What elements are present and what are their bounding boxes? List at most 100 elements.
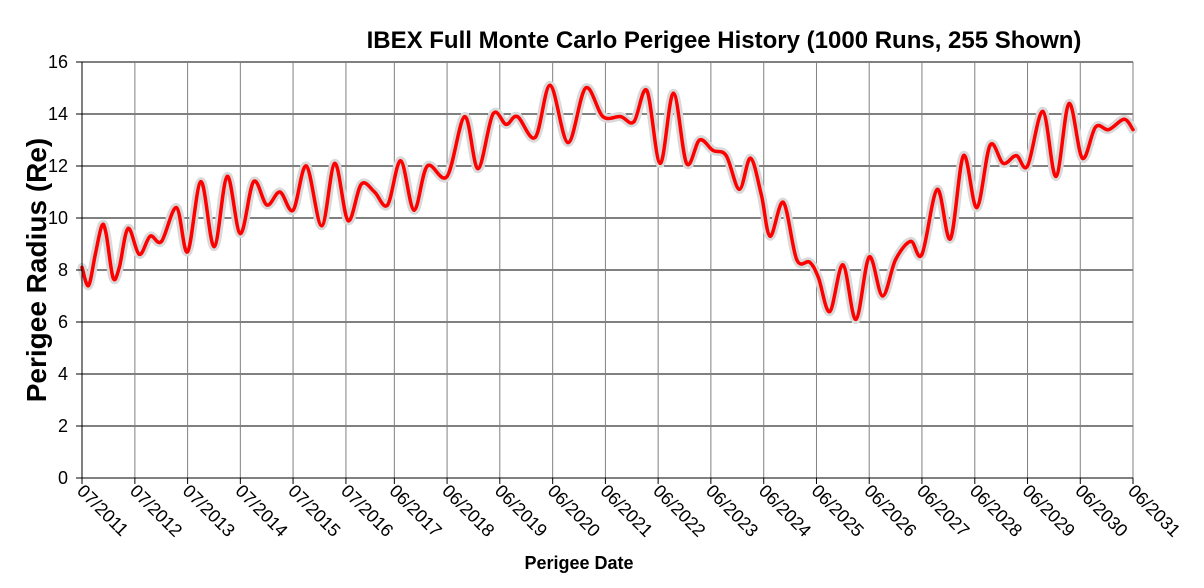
x-tick-label: 06/2020: [544, 481, 604, 541]
perigee-data-point: [1107, 128, 1111, 132]
y-tick-label: 8: [58, 260, 68, 280]
y-tick-label: 4: [58, 364, 68, 384]
perigee-data-point: [372, 190, 377, 194]
perigee-data-point: [1080, 156, 1084, 160]
perigee-data-point: [601, 115, 605, 119]
perigee-data-point: [748, 156, 753, 160]
perigee-data-point: [854, 317, 858, 321]
perigee-data-point: [988, 143, 992, 147]
perigee-data-point: [711, 148, 715, 152]
x-tick-label: 07/2014: [232, 481, 292, 541]
y-tick-label: 2: [58, 416, 68, 436]
x-tick-label: 06/2027: [913, 481, 973, 541]
perigee-data-point: [100, 224, 104, 228]
perigee-data-point: [961, 154, 966, 158]
x-tick-label: 07/2011: [73, 481, 132, 540]
perigee-data-point: [632, 120, 636, 124]
perigee-data-point: [737, 187, 741, 191]
perigee-data-point: [684, 161, 689, 165]
x-tick-label: 06/2017: [386, 481, 446, 541]
perigee-data-point: [445, 174, 449, 178]
perigee-data-point: [880, 294, 885, 298]
perigee-data-point: [159, 239, 164, 243]
perigee-data-point: [212, 245, 216, 249]
perigee-data-point: [515, 115, 520, 119]
perigee-data-point: [425, 164, 429, 168]
perigee-data-point: [808, 260, 812, 264]
perigee-data-point: [1054, 174, 1058, 178]
y-tick-label: 14: [48, 104, 68, 124]
perigee-data-point: [795, 258, 799, 262]
y-tick-label: 6: [58, 312, 68, 332]
perigee-data-point: [104, 232, 108, 236]
perigee-data-point: [238, 232, 242, 236]
perigee-data-point: [1014, 154, 1018, 158]
y-tick-label: 16: [48, 52, 68, 72]
x-tick-label: 07/2015: [284, 481, 344, 541]
perigee-data-point: [724, 154, 728, 158]
x-tick-label: 06/2021: [597, 481, 657, 541]
perigee-data-point: [1067, 102, 1071, 106]
x-tick-label: 06/2029: [1019, 481, 1079, 541]
perigee-data-point: [333, 161, 337, 165]
perigee-data-point: [619, 115, 623, 119]
perigee-data-point: [920, 252, 924, 256]
perigee-data-point: [645, 89, 649, 93]
y-tick-label: 0: [58, 468, 68, 488]
perigee-data-point: [781, 200, 785, 204]
perigee-data-point: [828, 310, 832, 314]
x-tick-label: 06/2028: [966, 481, 1026, 541]
perigee-data-point: [252, 180, 256, 184]
perigee-data-point: [935, 187, 939, 191]
y-axis-label: Perigee Radius (Re): [21, 138, 52, 403]
perigee-data-point: [504, 122, 508, 126]
perigee-data-point: [867, 255, 871, 259]
perigee-data-point: [476, 167, 480, 171]
perigee-data-point: [320, 224, 324, 228]
perigee-data-point: [463, 115, 467, 119]
perigee-data-point: [346, 219, 350, 223]
perigee-data-point: [111, 276, 115, 280]
perigee-data-point: [1041, 109, 1045, 113]
y-tick-label: 12: [48, 156, 68, 176]
perigee-data-point: [948, 237, 952, 241]
perigee-data-point: [533, 135, 537, 139]
x-tick-label: 06/2022: [649, 481, 709, 541]
x-axis-label: Perigee Date: [524, 553, 633, 573]
x-tick-label: 06/2018: [438, 481, 498, 541]
x-tick-label: 06/2019: [491, 481, 551, 541]
perigee-data-point: [291, 208, 295, 212]
perigee-data-point: [1001, 161, 1005, 165]
perigee-data-point: [93, 252, 97, 256]
x-tick-label: 06/2024: [755, 481, 815, 541]
chart-title: IBEX Full Monte Carlo Perigee History (1…: [367, 27, 1082, 54]
perigee-data-point: [759, 193, 763, 197]
x-tick-label: 06/2026: [860, 481, 920, 541]
perigee-data-point: [584, 86, 588, 90]
perigee-data-point: [548, 83, 552, 87]
perigee-data-point: [412, 208, 416, 212]
perigee-data-point: [265, 203, 269, 207]
perigee-data-point: [278, 190, 282, 194]
grid-layer: [81, 61, 1134, 479]
perigee-data-point: [491, 112, 495, 116]
perigee-data-point: [174, 206, 179, 210]
perigee-data-point: [697, 138, 702, 142]
x-tick-label: 07/2012: [126, 481, 186, 541]
perigee-data-point: [1122, 117, 1126, 121]
perigee-data-point: [1131, 128, 1135, 132]
y-tick-label: 10: [48, 208, 68, 228]
x-tick-label: 06/2031: [1124, 481, 1184, 541]
perigee-data-point: [199, 180, 203, 184]
perigee-data-point: [304, 164, 308, 168]
perigee-data-point: [658, 161, 662, 165]
perigee-data-point: [894, 258, 898, 262]
perigee-data-point: [86, 284, 91, 288]
perigee-data-point: [1025, 164, 1030, 168]
x-tick-label: 06/2023: [702, 481, 762, 541]
x-tick-label: 07/2016: [337, 481, 397, 541]
perigee-data-point: [126, 226, 130, 230]
perigee-data-point: [975, 206, 979, 210]
perigee-line-layer: [80, 83, 1135, 322]
